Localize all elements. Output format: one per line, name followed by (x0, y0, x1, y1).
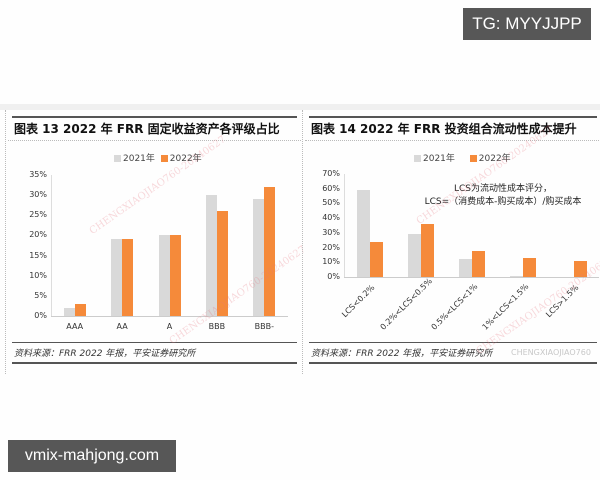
legend-label-2021: 2021年 (123, 154, 155, 164)
title-rule (12, 116, 297, 118)
source-note: 资料来源：FRR 2022 年报，平安证券研究所 (311, 349, 493, 359)
x-axis (51, 316, 288, 317)
chart-legend: 2021年 2022年 (414, 151, 511, 164)
x-tick-label: AAA (66, 322, 84, 331)
source-note: 资料来源：FRR 2022 年报，平安证券研究所 (14, 349, 196, 359)
annotation-line-2: LCS=（消费成本-购买成本）/购买成本 (424, 197, 582, 207)
y-tick-label: 40% (322, 213, 340, 223)
bar-2022 (216, 211, 228, 316)
divider (305, 140, 600, 141)
page-strip (0, 104, 600, 110)
x-tick-label: LCS<0.2% (339, 283, 376, 320)
bar-2022 (573, 260, 587, 277)
bar-2022 (264, 187, 276, 316)
bar-2021 (111, 239, 123, 316)
bar-2021 (63, 307, 75, 316)
x-tick-label: 0.2%<LCS<0.5% (378, 276, 434, 332)
x-tick-label: A (166, 322, 173, 331)
x-tick-label: 0.5%<LCS<1% (429, 281, 479, 332)
y-tick-label: 20% (322, 242, 340, 252)
y-tick-label: 30% (29, 190, 47, 200)
legend-swatch-2021 (414, 155, 421, 162)
chart-annotation: LCS为流动性成本评分， LCS=（消费成本-购买成本）/购买成本 (403, 183, 600, 209)
legend-swatch-2022 (160, 155, 168, 162)
site-badge: vmix-mahjong.com (8, 440, 176, 472)
legend-swatch-2022 (469, 155, 477, 162)
title-rule (309, 116, 597, 118)
y-tick-label: 35% (29, 170, 47, 179)
y-tick-label: 10% (322, 257, 340, 267)
bar-2021 (158, 235, 170, 316)
bar-2022 (74, 303, 86, 316)
bar-2021 (356, 190, 370, 277)
corner-watermark: CHENGXIAOJIAO760 (511, 348, 591, 357)
source-rule (12, 342, 297, 343)
chart-title: 图表 13 2022 年 FRR 固定收益资产各评级占比 (14, 122, 280, 136)
bar-2021 (253, 199, 265, 316)
legend-swatch-2021 (114, 155, 121, 162)
legend-label-2022: 2022年 (478, 154, 511, 164)
x-axis (344, 277, 599, 278)
y-tick-label: 15% (29, 250, 47, 260)
bar-2022 (471, 250, 485, 277)
annotation-line-1: LCS为流动性成本评分， (453, 184, 552, 194)
divider (8, 140, 301, 141)
bar-2022 (122, 239, 134, 316)
source-rule-bottom (309, 362, 597, 364)
bar-2022 (522, 257, 536, 277)
chart-legend: 2021年 2022年 (114, 151, 202, 164)
legend-label-2022: 2022年 (169, 154, 202, 164)
y-tick-label: 25% (29, 210, 47, 220)
x-tick-label: AA (116, 322, 128, 331)
y-axis (51, 175, 52, 316)
y-tick-label: 10% (29, 270, 47, 280)
telegram-badge: TG: MYYJJPP (463, 8, 591, 40)
legend-label-2021: 2021年 (423, 154, 455, 164)
bar-2022 (169, 235, 181, 316)
bar-2022 (420, 224, 434, 277)
bar-2021 (509, 276, 523, 277)
y-tick-label: 20% (29, 230, 47, 240)
source-rule-bottom (12, 362, 297, 364)
y-axis (344, 174, 345, 277)
bar-2022 (369, 241, 383, 277)
watermark: CHENGXIAOJIAO760-20240627 (167, 244, 309, 347)
x-tick-label: BBB- (254, 322, 274, 331)
y-tick-label: 30% (322, 227, 340, 237)
bar-2021 (407, 234, 421, 277)
y-tick-label: 60% (322, 183, 340, 193)
bar-2021 (205, 195, 217, 316)
y-tick-label: 50% (322, 198, 340, 208)
chart-panel-14: 图表 14 2022 年 FRR 投资组合流动性成本提升 2021年 2022年… (302, 110, 600, 374)
chart-panel-13: 图表 13 2022 年 FRR 固定收益资产各评级占比 2021年 2022年… (5, 110, 308, 374)
bar-2021 (458, 259, 472, 277)
y-tick-label: 5% (34, 290, 47, 300)
y-tick-label: 70% (322, 169, 340, 178)
y-tick-label: 0% (34, 311, 47, 320)
chart-title: 图表 14 2022 年 FRR 投资组合流动性成本提升 (311, 122, 577, 136)
y-tick-label: 0% (327, 272, 340, 281)
x-tick-label: BBB (208, 322, 226, 331)
source-rule (309, 342, 597, 343)
